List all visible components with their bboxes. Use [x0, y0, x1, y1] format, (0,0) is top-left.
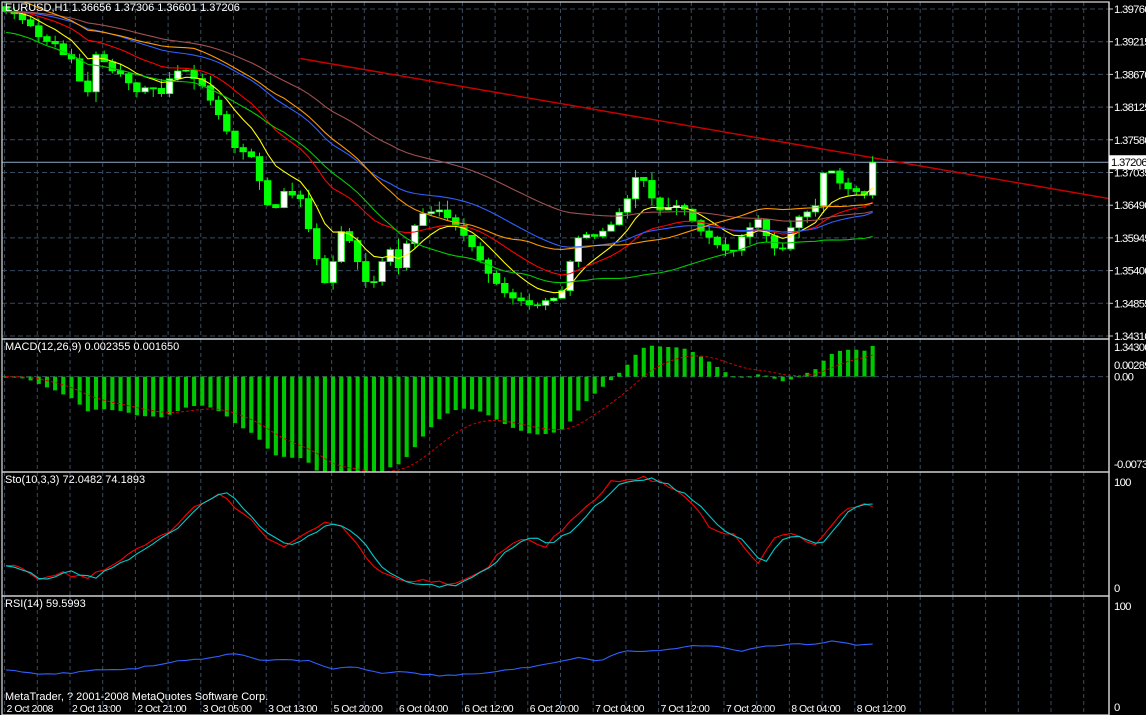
svg-text:1.38670: 1.38670 [1114, 69, 1146, 81]
svg-text:1.35400: 1.35400 [1114, 266, 1146, 278]
svg-text:100: 100 [1114, 601, 1131, 613]
svg-text:8 Oct 12:00: 8 Oct 12:00 [857, 704, 907, 715]
svg-text:7 Oct 20:00: 7 Oct 20:00 [726, 704, 776, 715]
svg-text:8 Oct 04:00: 8 Oct 04:00 [791, 704, 841, 715]
svg-text:6 Oct 20:00: 6 Oct 20:00 [530, 704, 580, 715]
svg-text:MetaTrader, ? 2001-2008 MetaQu: MetaTrader, ? 2001-2008 MetaQuotes Softw… [5, 691, 268, 703]
svg-text:1.36490: 1.36490 [1114, 200, 1146, 212]
svg-text:2 Oct 2008: 2 Oct 2008 [7, 704, 54, 715]
svg-text:MACD(12,26,9) 0.002355 0.00165: MACD(12,26,9) 0.002355 0.001650 [5, 341, 179, 353]
svg-text:0: 0 [1114, 583, 1120, 595]
svg-text:1.35945: 1.35945 [1114, 233, 1146, 245]
svg-text:RSI(14) 59.5993: RSI(14) 59.5993 [5, 598, 86, 610]
svg-text:1.37035: 1.37035 [1114, 168, 1146, 180]
svg-text:6 Oct 04:00: 6 Oct 04:00 [399, 704, 449, 715]
svg-text:1.34855: 1.34855 [1114, 298, 1146, 310]
svg-text:5 Oct 20:00: 5 Oct 20:00 [334, 704, 384, 715]
svg-text:3 Oct 05:00: 3 Oct 05:00 [203, 704, 253, 715]
svg-text:1.38125: 1.38125 [1114, 102, 1146, 114]
svg-text:1.39215: 1.39215 [1114, 37, 1146, 49]
svg-text:1.37580: 1.37580 [1114, 135, 1146, 147]
svg-text:1.39760: 1.39760 [1114, 4, 1146, 16]
svg-text:3 Oct 13:00: 3 Oct 13:00 [268, 704, 318, 715]
svg-text:0.00289: 0.00289 [1114, 360, 1146, 372]
svg-text:7 Oct 04:00: 7 Oct 04:00 [595, 704, 645, 715]
svg-text:100: 100 [1114, 477, 1131, 489]
svg-text:Sto(10,3,3) 72.0482 74.1893: Sto(10,3,3) 72.0482 74.1893 [5, 474, 145, 486]
svg-text:EURUSD,H1 1.36656 1.37306 1.3: EURUSD,H1 1.36656 1.37306 1.36601 1.3720… [5, 2, 240, 14]
svg-text:7 Oct 12:00: 7 Oct 12:00 [661, 704, 711, 715]
svg-text:2 Oct 13:00: 2 Oct 13:00 [72, 704, 122, 715]
svg-text:2 Oct 21:00: 2 Oct 21:00 [137, 704, 187, 715]
svg-text:6 Oct 12:00: 6 Oct 12:00 [464, 704, 514, 715]
svg-text:-0.00733: -0.00733 [1114, 459, 1146, 471]
svg-text:0: 0 [1114, 702, 1120, 714]
svg-text:0.00: 0.00 [1114, 372, 1134, 384]
svg-text:1.37206: 1.37206 [1111, 157, 1146, 169]
